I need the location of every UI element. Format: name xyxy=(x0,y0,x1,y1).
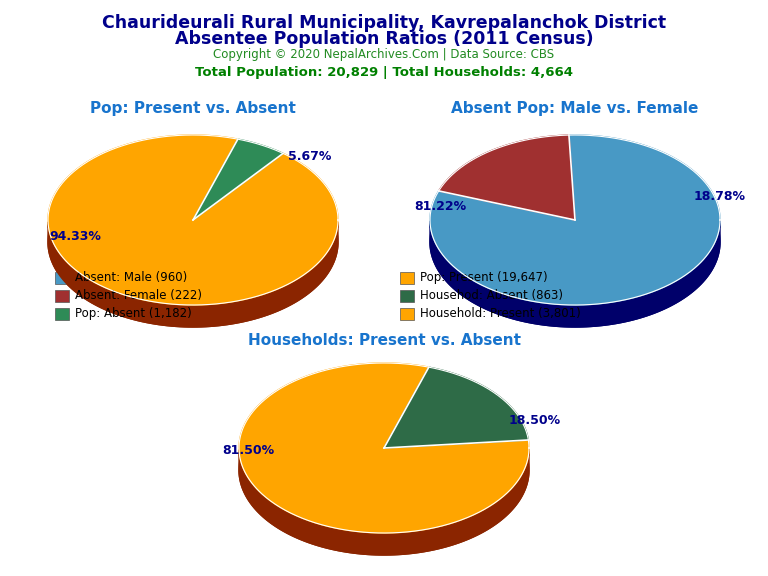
Polygon shape xyxy=(430,135,720,305)
Polygon shape xyxy=(193,161,283,242)
Polygon shape xyxy=(384,367,528,448)
Text: Pop: Present (19,647): Pop: Present (19,647) xyxy=(420,271,548,285)
Text: Pop: Absent (1,182): Pop: Absent (1,182) xyxy=(75,308,192,320)
FancyBboxPatch shape xyxy=(400,308,414,320)
Text: Absent Pop: Male vs. Female: Absent Pop: Male vs. Female xyxy=(452,101,699,116)
Text: Absent: Male (960): Absent: Male (960) xyxy=(75,271,187,285)
Polygon shape xyxy=(430,220,720,327)
Polygon shape xyxy=(439,135,575,220)
Polygon shape xyxy=(384,389,528,470)
Text: 18.78%: 18.78% xyxy=(694,190,746,203)
Polygon shape xyxy=(239,363,529,533)
Text: Copyright © 2020 NepalArchives.Com | Data Source: CBS: Copyright © 2020 NepalArchives.Com | Dat… xyxy=(214,48,554,62)
Text: Absent: Female (222): Absent: Female (222) xyxy=(75,290,202,302)
Polygon shape xyxy=(439,157,575,242)
Text: Pop: Present vs. Absent: Pop: Present vs. Absent xyxy=(90,101,296,116)
Text: Household: Present (3,801): Household: Present (3,801) xyxy=(420,308,581,320)
Text: 5.67%: 5.67% xyxy=(288,150,332,162)
FancyBboxPatch shape xyxy=(55,308,69,320)
Text: 18.50%: 18.50% xyxy=(509,415,561,427)
FancyBboxPatch shape xyxy=(400,272,414,284)
Text: 81.50%: 81.50% xyxy=(222,445,274,457)
Polygon shape xyxy=(48,222,338,327)
FancyBboxPatch shape xyxy=(55,272,69,284)
Polygon shape xyxy=(430,157,720,327)
Text: 94.33%: 94.33% xyxy=(49,229,101,242)
Text: Households: Present vs. Absent: Households: Present vs. Absent xyxy=(247,333,521,348)
Text: Househod: Absent (863): Househod: Absent (863) xyxy=(420,290,563,302)
Polygon shape xyxy=(239,449,529,555)
Text: Chaurideurali Rural Municipality, Kavrepalanchok District: Chaurideurali Rural Municipality, Kavrep… xyxy=(102,14,666,32)
Text: Total Population: 20,829 | Total Households: 4,664: Total Population: 20,829 | Total Househo… xyxy=(195,66,573,79)
Text: 81.22%: 81.22% xyxy=(414,199,466,213)
Text: Absentee Population Ratios (2011 Census): Absentee Population Ratios (2011 Census) xyxy=(174,30,594,48)
FancyBboxPatch shape xyxy=(400,290,414,302)
Polygon shape xyxy=(48,157,338,327)
Polygon shape xyxy=(239,385,529,555)
Polygon shape xyxy=(48,135,338,305)
FancyBboxPatch shape xyxy=(55,290,69,302)
Polygon shape xyxy=(193,139,283,220)
